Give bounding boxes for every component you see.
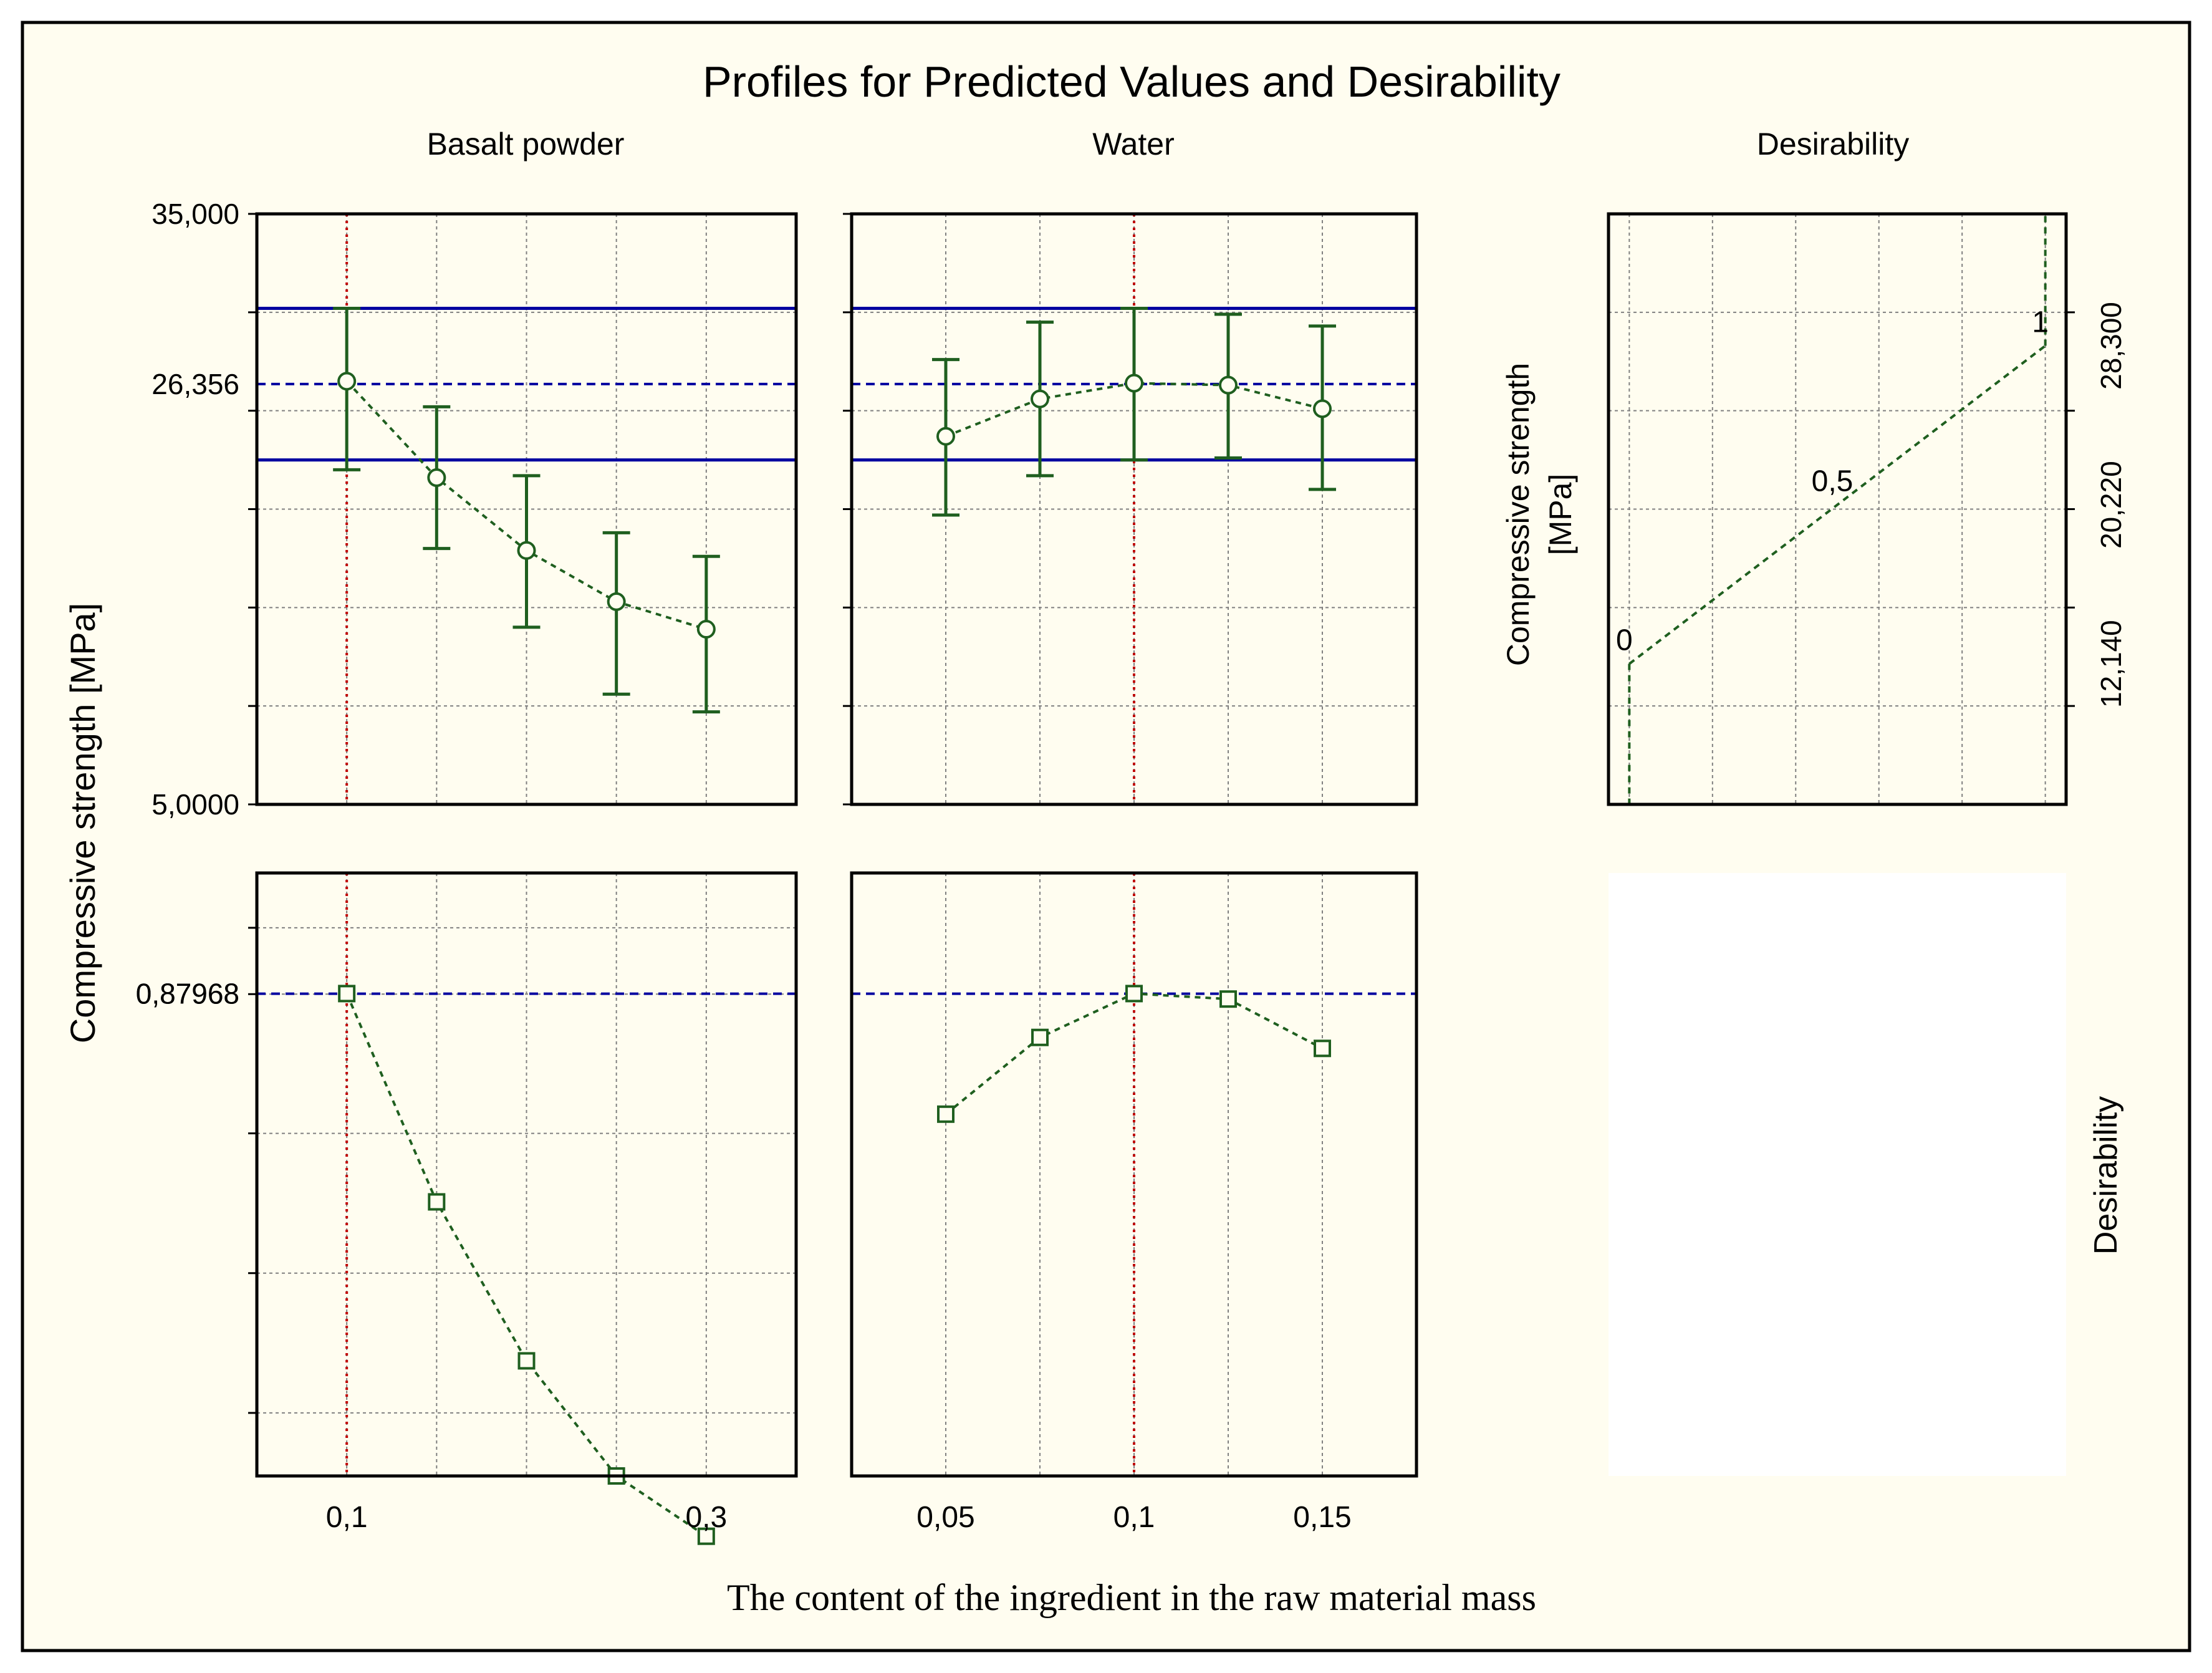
panel-frame <box>850 212 1418 806</box>
column-header-desirability: Desirability <box>1757 127 1910 162</box>
y-tick-label: 20,220 <box>2095 461 2127 549</box>
data-point-marker <box>428 1193 446 1211</box>
y-tick-label: 0,87968 <box>136 978 239 1010</box>
chart-panels: 26,356 5,0000 35,000 0 0,5 1 12,140 20,220 28,30… <box>136 198 2127 1545</box>
series-line <box>345 993 707 1538</box>
data-point-marker <box>1219 375 1238 395</box>
desirability-panel-ylabel-line1: Compressive strength <box>1501 363 1536 666</box>
x-tick-label: 0,1 <box>1113 1501 1155 1534</box>
desirability-axis-title: Desirability <box>2088 1096 2124 1255</box>
data-point-marker <box>338 985 356 1003</box>
x-axis-title: The content of the ingredient in the raw… <box>727 1577 1536 1618</box>
panel-frame <box>1607 212 2068 806</box>
data-point-marker <box>696 620 716 639</box>
y-tick-label: 35,000 <box>151 198 239 230</box>
x-tick-label: 0,1 <box>326 1501 368 1534</box>
panel-frame <box>850 871 1418 1478</box>
data-point-marker <box>936 427 955 446</box>
data-point-marker <box>427 468 446 487</box>
data-point-marker <box>337 372 357 391</box>
data-point-marker <box>607 592 626 611</box>
data-point-marker <box>1031 389 1049 408</box>
panel-desirability-function: 0 0,5 1 12,140 20,220 28,300 <box>1607 212 2127 806</box>
data-point-marker <box>937 1105 955 1123</box>
column-header-water: Water <box>1092 127 1175 162</box>
desirability-point-label: 0 <box>1616 624 1633 657</box>
desirability-panel-ylabel-line2: [MPa] <box>1543 474 1578 556</box>
x-tick-label: 0,3 <box>685 1501 727 1534</box>
panel-water-desirability: 0,05 0,1 0,15 <box>850 871 1418 1534</box>
desirability-point-label: 0,5 <box>1812 465 1854 498</box>
data-point-marker <box>1031 1028 1049 1046</box>
panel-frame <box>255 871 798 1478</box>
data-point-marker <box>1314 1039 1331 1058</box>
data-point-marker <box>1125 374 1143 393</box>
series-line <box>945 382 1323 438</box>
data-point-marker <box>1219 990 1237 1008</box>
data-point-marker <box>517 541 536 560</box>
current-value-label: 0,87968 <box>136 978 239 1010</box>
x-tick-label: 0,15 <box>1293 1501 1351 1534</box>
panel-frame <box>255 212 798 806</box>
panel-basalt-strength: 26,356 5,0000 35,000 <box>151 198 798 821</box>
desirability-point-label: 1 <box>2032 306 2049 339</box>
current-value-label: 26,356 <box>151 368 239 400</box>
y-axis-title-strength: Compressive strength [MPa] <box>63 603 102 1043</box>
data-point-marker <box>1125 985 1143 1003</box>
column-header-basalt: Basalt powder <box>427 127 625 162</box>
data-point-marker <box>697 1527 715 1545</box>
desirability-empty-panel <box>1609 873 2066 1476</box>
data-point-marker <box>1313 399 1332 418</box>
desirability-ramp-segment <box>1628 344 2046 665</box>
x-tick-label: 0,05 <box>916 1501 974 1534</box>
figure-title: Profiles for Predicted Values and Desira… <box>703 57 1560 106</box>
panel-water-strength <box>843 212 1418 806</box>
y-tick-label: 28,300 <box>2095 302 2127 390</box>
y-tick-label: 5,0000 <box>151 788 239 821</box>
data-point-marker <box>517 1352 536 1370</box>
y-tick-label: 12,140 <box>2095 620 2127 708</box>
